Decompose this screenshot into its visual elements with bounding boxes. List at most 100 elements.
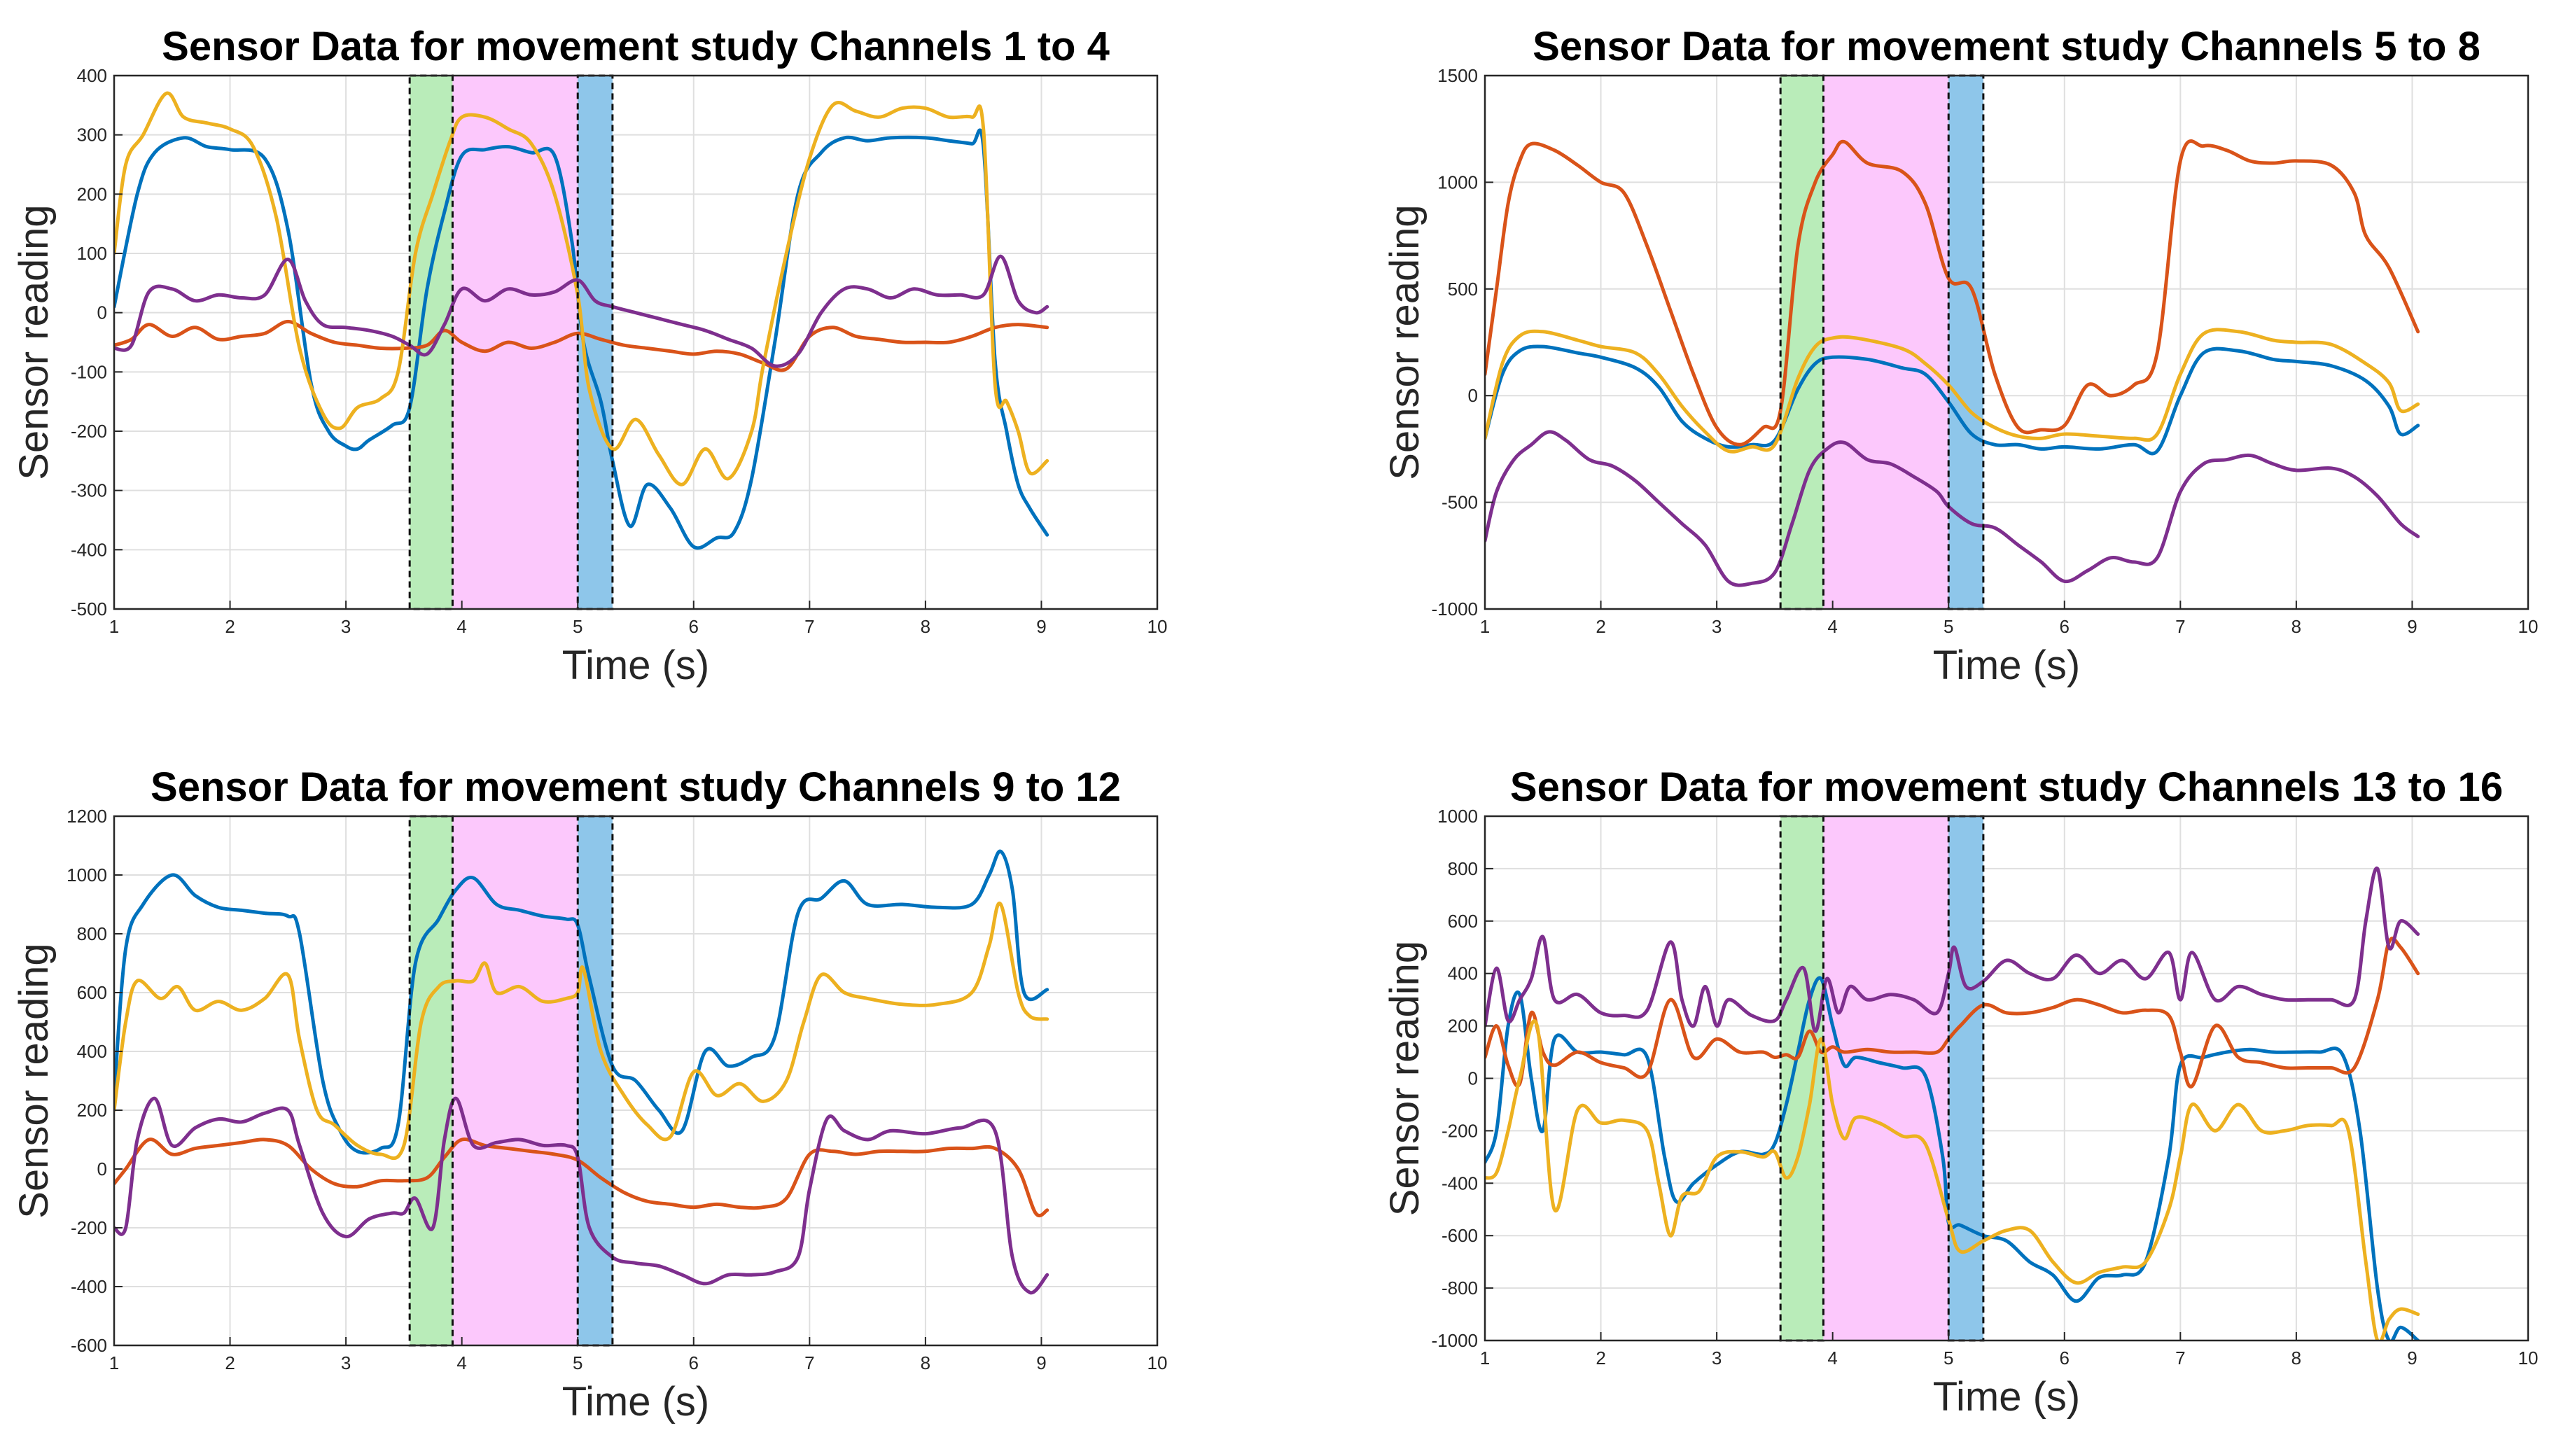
- blue-phase-region: [1948, 816, 1983, 1340]
- y-tick-label: -400: [1442, 1172, 1478, 1194]
- y-axis-label: Sensor reading: [11, 204, 57, 479]
- x-tick-label: 5: [1944, 1348, 1953, 1368]
- series-group: [1485, 139, 2420, 587]
- chart-title: Sensor Data for movement study Channels …: [151, 764, 1121, 810]
- plot-area: [114, 76, 1157, 609]
- magenta-phase-region: [452, 816, 578, 1345]
- series-line-channel-9: [114, 849, 1049, 1155]
- x-tick-label: 10: [2518, 1348, 2539, 1368]
- plot-area: [1485, 76, 2528, 609]
- x-tick-label: 9: [2407, 616, 2417, 637]
- y-tick-label: -500: [1442, 492, 1478, 513]
- chart-panel-channels-9-12: 1 2 3 4 5 6 7 8 9 10 -600 -400 -200 0 200 400 600 800 1000…: [11, 764, 1167, 1424]
- series-group: [114, 91, 1049, 550]
- x-tick-label: 8: [921, 1352, 930, 1373]
- y-tick-label: 0: [1468, 1068, 1478, 1089]
- y-tick-label: -200: [71, 421, 107, 442]
- y-tick-label: 0: [97, 1158, 107, 1180]
- x-tick-label: 5: [573, 1352, 582, 1373]
- x-tick-label: 5: [573, 616, 582, 637]
- y-tick-label: -200: [1442, 1120, 1478, 1141]
- series-line-channel-8: [1485, 430, 2420, 587]
- y-tick-label: 200: [77, 1100, 107, 1121]
- x-tick-label: 9: [2407, 1348, 2417, 1368]
- series-line-channel-13: [1485, 976, 2420, 1340]
- y-tick-label: -400: [71, 539, 107, 560]
- x-tick-label: 4: [456, 1352, 466, 1373]
- y-tick-label: 600: [77, 982, 107, 1003]
- x-axis-label: Time (s): [562, 1379, 709, 1424]
- x-tick-label: 2: [225, 1352, 235, 1373]
- y-tick-label: 200: [77, 183, 107, 204]
- y-tick-label: 1000: [1437, 172, 1478, 192]
- x-tick-label: 8: [921, 616, 930, 637]
- y-tick-label: 400: [77, 65, 107, 86]
- chart-title: Sensor Data for movement study Channels …: [1533, 24, 2480, 69]
- blue-phase-region: [578, 816, 613, 1345]
- y-tick-label: 1000: [67, 864, 107, 886]
- y-axis-label: Sensor reading: [1382, 941, 1428, 1216]
- y-tick-label: -600: [1442, 1225, 1478, 1246]
- x-axis-label: Time (s): [1933, 1374, 2080, 1420]
- x-tick-label: 7: [2175, 616, 2185, 637]
- axes-box: [1484, 74, 2529, 610]
- y-tick-label: 1200: [67, 806, 107, 827]
- x-tick-label: 5: [1944, 616, 1953, 637]
- green-phase-region: [1780, 816, 1824, 1340]
- y-tick-label: -600: [71, 1335, 107, 1356]
- series-line-channel-2: [114, 319, 1049, 372]
- series-line-channel-11: [114, 901, 1049, 1161]
- x-tick-label: 4: [456, 616, 466, 637]
- x-tick-label: 6: [2060, 616, 2070, 637]
- blue-phase-region: [1948, 76, 1983, 609]
- y-tick-label: -200: [71, 1217, 107, 1238]
- series-group: [114, 849, 1049, 1295]
- y-tick-label: -500: [71, 598, 107, 620]
- x-tick-label: 2: [225, 616, 235, 637]
- y-tick-label: 200: [1448, 1016, 1478, 1037]
- y-tick-label: 600: [1448, 911, 1478, 932]
- x-tick-label: 10: [1147, 1352, 1168, 1373]
- x-tick-label: 1: [1480, 1348, 1490, 1368]
- x-tick-label: 6: [689, 1352, 699, 1373]
- x-tick-label: 7: [2175, 1348, 2185, 1368]
- series-line-channel-12: [114, 1096, 1049, 1295]
- x-tick-label: 3: [1712, 616, 1722, 637]
- x-tick-label: 8: [2291, 1348, 2301, 1368]
- x-axis-label: Time (s): [562, 643, 709, 688]
- chart-panel-channels-1-4: 1 2 3 4 5 6 7 8 9 10 -500 -400 -300 -200 -100 0 100 200 30…: [11, 24, 1167, 688]
- green-phase-region: [410, 816, 453, 1345]
- blue-phase-border: [1947, 815, 1985, 1342]
- y-tick-label: 0: [97, 302, 107, 323]
- y-tick-label: -800: [1442, 1278, 1478, 1298]
- series-line-channel-3: [114, 91, 1049, 486]
- y-tick-label: 800: [1448, 858, 1478, 879]
- y-tick-label: -1000: [1432, 1330, 1479, 1351]
- y-tick-label: 1000: [1437, 806, 1478, 827]
- x-tick-label: 6: [689, 616, 699, 637]
- x-tick-label: 9: [1036, 1352, 1046, 1373]
- y-axis-label: Sensor reading: [1382, 204, 1428, 479]
- x-tick-label: 2: [1596, 616, 1605, 637]
- x-tick-label: 10: [1147, 616, 1168, 637]
- chart-panel-channels-13-16: 1 2 3 4 5 6 7 8 9 10 -1000 -800 -600 -400 -200 0 200 400 6…: [1382, 764, 2538, 1420]
- x-tick-label: 4: [1827, 616, 1837, 637]
- chart-panel-channels-5-8: 1 2 3 4 5 6 7 8 9 10 -1000 -500 0 500 1000 1500 Sensor D…: [1382, 24, 2538, 688]
- series-line-channel-16: [1485, 867, 2420, 1033]
- axes-box: [113, 74, 1159, 610]
- x-tick-label: 1: [109, 1352, 119, 1373]
- x-tick-label: 8: [2291, 616, 2301, 637]
- x-tick-label: 9: [1036, 616, 1046, 637]
- axes-box: [113, 815, 1159, 1347]
- x-tick-label: 10: [2518, 616, 2539, 637]
- x-tick-label: 7: [804, 616, 814, 637]
- series-line-channel-6: [1485, 139, 2420, 447]
- x-tick-label: 6: [2060, 1348, 2070, 1368]
- y-tick-label: 800: [77, 923, 107, 944]
- chart-title: Sensor Data for movement study Channels …: [162, 24, 1110, 69]
- x-tick-label: 2: [1596, 1348, 1605, 1368]
- y-axis-label: Sensor reading: [11, 943, 57, 1218]
- series-line-channel-5: [1485, 344, 2420, 456]
- y-tick-label: 300: [77, 125, 107, 146]
